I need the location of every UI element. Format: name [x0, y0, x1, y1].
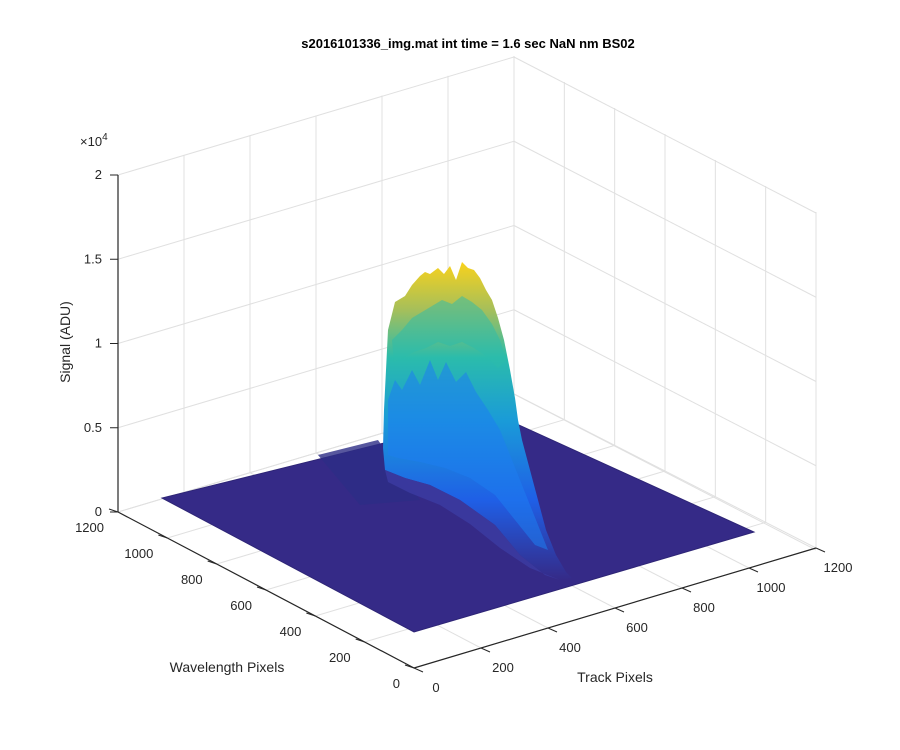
y-tick-label: 600	[230, 598, 252, 613]
y-tick-label: 200	[329, 650, 351, 665]
z-tick-label: 1	[95, 336, 102, 351]
peak-back-shadow	[318, 440, 420, 505]
y-tick-label: 1200	[75, 520, 104, 535]
y-tick	[256, 586, 267, 591]
y-tick-label: 1000	[124, 546, 153, 561]
chart-title: s2016101336_img.mat int time = 1.6 sec N…	[301, 36, 635, 51]
x-tick	[681, 587, 692, 593]
peak-teal-band	[392, 296, 506, 368]
y-tick	[207, 560, 217, 565]
x-tick	[547, 627, 558, 633]
x-tick	[413, 667, 424, 673]
x-tick-label: 600	[626, 620, 648, 635]
x-tick	[815, 547, 826, 553]
z-tick-label: 1.5	[84, 251, 102, 266]
y-axis-label: Wavelength Pixels	[170, 659, 285, 675]
z-exponent-label: ×104	[80, 132, 108, 149]
y-tick	[158, 534, 168, 539]
y-tick	[404, 664, 415, 669]
x-tick-label: 1000	[757, 580, 786, 595]
z-tick-label: 0	[95, 504, 102, 519]
peak-mid-band	[388, 360, 548, 550]
x-tick-label: 400	[559, 640, 581, 655]
y-tick-label: 400	[280, 624, 302, 639]
y-tick-label: 0	[393, 676, 400, 691]
ticks	[108, 174, 826, 673]
z-axis-label: Signal (ADU)	[57, 301, 73, 383]
x-tick-label: 800	[693, 600, 715, 615]
y-tick	[306, 612, 316, 617]
signal-peak	[318, 262, 572, 580]
x-tick-label: 0	[432, 680, 439, 695]
tick-labels: 00.511.520200400600800100012000200400600…	[75, 167, 852, 695]
grid-line-floor-x	[513, 393, 817, 549]
y-tick	[355, 638, 365, 643]
x-tick	[614, 607, 625, 613]
z-tick-label: 0.5	[84, 420, 102, 435]
z-tick-label: 2	[95, 167, 102, 182]
x-axis-label: Track Pixels	[577, 669, 653, 685]
x-tick-label: 200	[492, 660, 514, 675]
y-tick	[108, 508, 119, 513]
peak-front-face	[385, 470, 560, 580]
y-tick-label: 800	[181, 572, 203, 587]
x-tick	[480, 647, 491, 653]
x-tick-label: 1200	[824, 560, 853, 575]
x-tick	[748, 567, 759, 573]
